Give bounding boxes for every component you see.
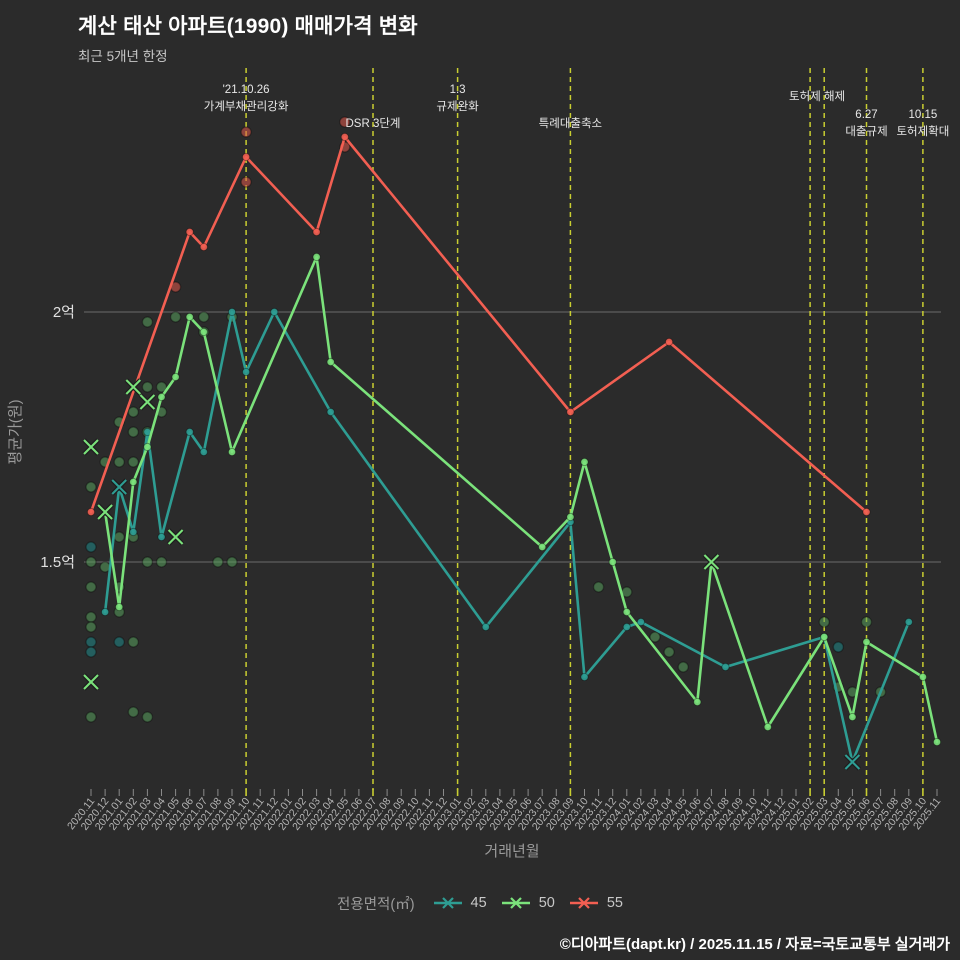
annotation-text: 10.15: [909, 109, 938, 121]
x-axis-title: 거래년월: [484, 843, 539, 860]
y-tick-label: 1.5억: [40, 554, 75, 571]
annotation-text: 토허제 해제: [789, 90, 845, 103]
series-line-50[interactable]: [101, 252, 942, 747]
annotation-text: 규제완화: [436, 100, 479, 113]
series-line-55[interactable]: [86, 132, 871, 517]
annotation-text: 토허제확대: [896, 125, 949, 138]
y-axis-title: 평균가(원): [7, 399, 24, 464]
annotation-text: DSR 3단계: [345, 117, 400, 130]
x-markers: [82, 378, 861, 771]
gridlines: 2억 1.5억 평균가(원) 거래년월: [7, 304, 941, 860]
legend-label: 45: [470, 895, 487, 911]
event-vlines: [245, 68, 924, 790]
line-x-marker-icon: [569, 897, 598, 909]
credit-footer: ©디아파트(dapt.kr) / 2025.11.15 / 자료=국토교통부 실…: [559, 936, 950, 953]
series-line-45[interactable]: [101, 307, 913, 767]
legend-item-50[interactable]: 50: [501, 895, 555, 911]
legend-label: 50: [538, 895, 555, 911]
transaction-dots: [85, 116, 887, 723]
line-x-marker-icon: [433, 897, 462, 909]
legend-item-45[interactable]: 45: [433, 895, 487, 911]
legend-label: 55: [606, 895, 623, 911]
legend-item-55[interactable]: 55: [569, 895, 623, 911]
annotation-text: 가계부채관리강화: [204, 100, 289, 113]
title-block: 계산 태산 아파트(1990) 매매가격 변화 최근 5개년 한정: [78, 10, 418, 65]
annotation-text: '21.10.26: [223, 84, 270, 96]
page-title: 계산 태산 아파트(1990) 매매가격 변화: [78, 15, 418, 38]
legend: 전용면적(㎡) 45 50 55: [0, 890, 960, 916]
x-axis: 2020.112020.122021.012021.022021.032021.…: [65, 789, 943, 833]
page-subtitle: 최근 5개년 한정: [78, 49, 168, 64]
legend-title: 전용면적(㎡): [337, 896, 415, 913]
annotation-text: 특례대출축소: [539, 117, 602, 130]
annotation-text: 대출규제: [845, 125, 887, 138]
annotation-text: 6.27: [855, 109, 877, 121]
line-x-marker-icon: [501, 897, 530, 909]
y-tick-label: 2억: [53, 304, 75, 321]
annotation-text: 1.3: [450, 84, 466, 96]
